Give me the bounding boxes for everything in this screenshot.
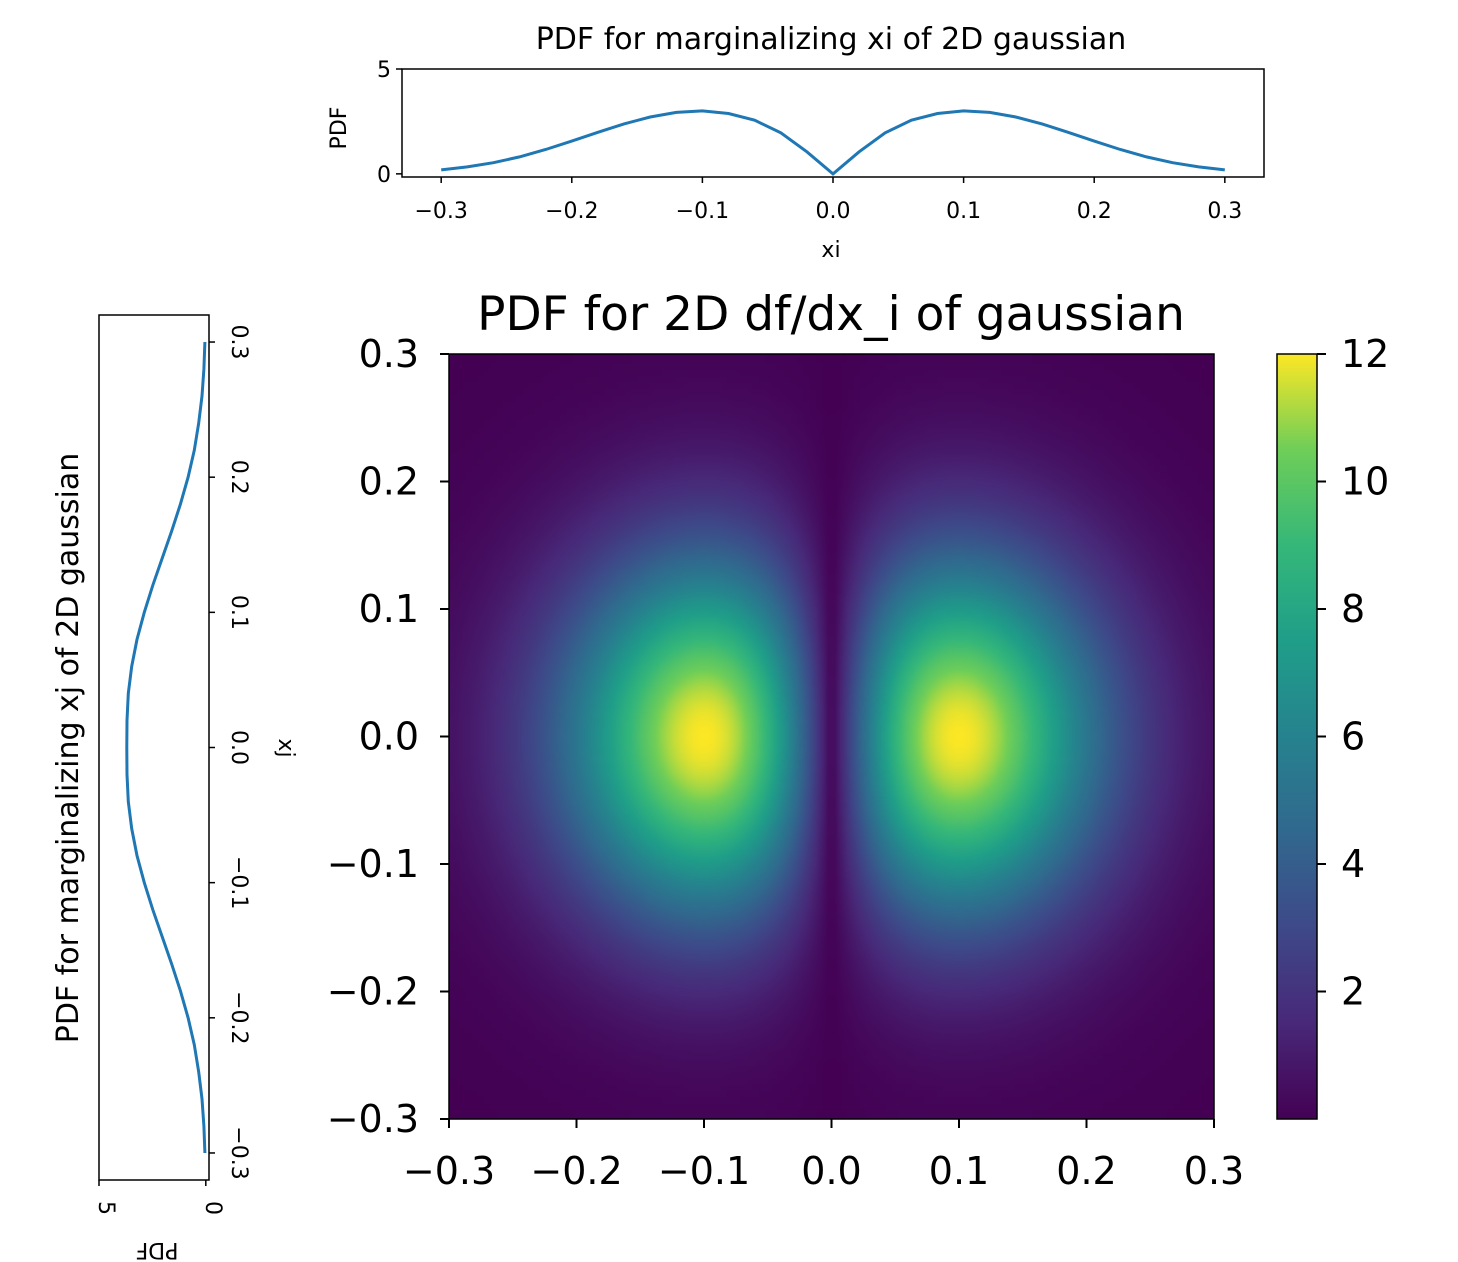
heatmap-y-tick-label: 0.3 — [359, 332, 419, 376]
top-marginal-series — [441, 109, 1225, 176]
left-marginal-line — [125, 341, 207, 1154]
heatmap-x-tick-label: −0.3 — [403, 1149, 495, 1193]
top-y-tick-label: 5 — [377, 58, 391, 83]
top-plot-title: PDF for marginalizing xi of 2D gaussian — [536, 22, 1127, 57]
colorbar-tick-label: 6 — [1341, 715, 1365, 759]
top-x-tick-label: −0.3 — [414, 199, 467, 224]
heatmap-y-ticks: −0.3 −0.2 −0.1 0.0 0.1 0.2 0.3 — [327, 332, 449, 1141]
left-plot-frame — [98, 314, 210, 1181]
top-x-tick-label: 0.2 — [1077, 199, 1112, 224]
heatmap-image — [449, 354, 1214, 1119]
heatmap-y-tick-label: −0.1 — [327, 842, 419, 886]
left-marginal-series — [125, 341, 207, 1154]
left-xj-tick-label: 0.1 — [226, 595, 251, 630]
left-xj-tick-label: −0.2 — [226, 991, 251, 1044]
colorbar-tick-label: 12 — [1341, 332, 1389, 376]
heatmap-x-tick-label: −0.1 — [658, 1149, 750, 1193]
top-x-tick-label: 0.0 — [816, 199, 851, 224]
colorbar-tick-label: 10 — [1341, 460, 1389, 504]
left-plot-xj-label: xj — [273, 738, 298, 757]
heatmap-y-tick-label: −0.2 — [327, 970, 419, 1014]
left-plot-xj-ticks: −0.3 −0.2 −0.1 0.0 0.1 0.2 0.3 — [209, 325, 251, 1180]
top-marginal-plot: PDF for marginalizing xi of 2D gaussian … — [327, 22, 1265, 263]
left-xj-tick-label: 0.3 — [226, 325, 251, 360]
colorbar: 2 4 6 8 10 12 — [1276, 332, 1389, 1120]
top-y-tick-label: 0 — [377, 163, 391, 188]
left-pdf-tick-label: 0 — [200, 1201, 225, 1215]
heatmap-x-tick-label: 0.3 — [1184, 1149, 1244, 1193]
left-xj-tick-label: −0.3 — [226, 1126, 251, 1179]
left-marginal-plot: PDF for marginalizing xj of 2D gaussian … — [51, 314, 298, 1262]
colorbar-tick-label: 8 — [1341, 587, 1365, 631]
left-plot-title: PDF for marginalizing xj of 2D gaussian — [51, 453, 86, 1044]
main-plot-title: PDF for 2D df/dx_i of gaussian — [477, 287, 1185, 342]
top-plot-y-label: PDF — [327, 107, 352, 150]
heatmap-x-tick-label: 0.2 — [1056, 1149, 1116, 1193]
top-marginal-line — [441, 109, 1225, 176]
top-plot-frame — [401, 68, 1265, 178]
heatmap-x-tick-label: 0.0 — [801, 1149, 861, 1193]
top-plot-y-ticks: 05 — [377, 58, 402, 188]
heatmap-x-tick-label: 0.1 — [929, 1149, 989, 1193]
left-plot-pdf-label: PDF — [136, 1237, 179, 1262]
top-x-tick-label: 0.1 — [946, 199, 981, 224]
colorbar-tick-label: 2 — [1341, 970, 1365, 1014]
colorbar-ticks: 2 4 6 8 10 12 — [1317, 332, 1389, 1014]
heatmap-y-tick-label: 0.1 — [359, 587, 419, 631]
heatmap-x-tick-label: −0.2 — [530, 1149, 622, 1193]
top-x-tick-label: −0.2 — [545, 199, 598, 224]
heatmap-x-ticks: −0.3 −0.2 −0.1 0.0 0.1 0.2 0.3 — [403, 1119, 1244, 1193]
top-plot-x-ticks: −0.3 −0.2 −0.1 0.0 0.1 0.2 0.3 — [414, 177, 1242, 224]
top-plot-x-label: xi — [821, 238, 840, 263]
heatmap-y-tick-label: 0.0 — [359, 715, 419, 759]
heatmap-y-tick-label: −0.3 — [327, 1097, 419, 1141]
top-x-tick-label: 0.3 — [1207, 199, 1242, 224]
main-heatmap-plot: PDF for 2D df/dx_i of gaussian −0.3 −0.2−… — [327, 287, 1245, 1193]
colorbar-tick-label: 4 — [1341, 842, 1365, 886]
colorbar-gradient — [1276, 353, 1318, 1120]
heatmap-y-tick-label: 0.2 — [359, 460, 419, 504]
left-xj-tick-label: −0.1 — [226, 856, 251, 909]
left-xj-tick-label: 0.2 — [226, 460, 251, 495]
left-xj-tick-label: 0.0 — [226, 730, 251, 765]
top-x-tick-label: −0.1 — [676, 199, 729, 224]
left-pdf-tick-label: 5 — [93, 1201, 118, 1215]
